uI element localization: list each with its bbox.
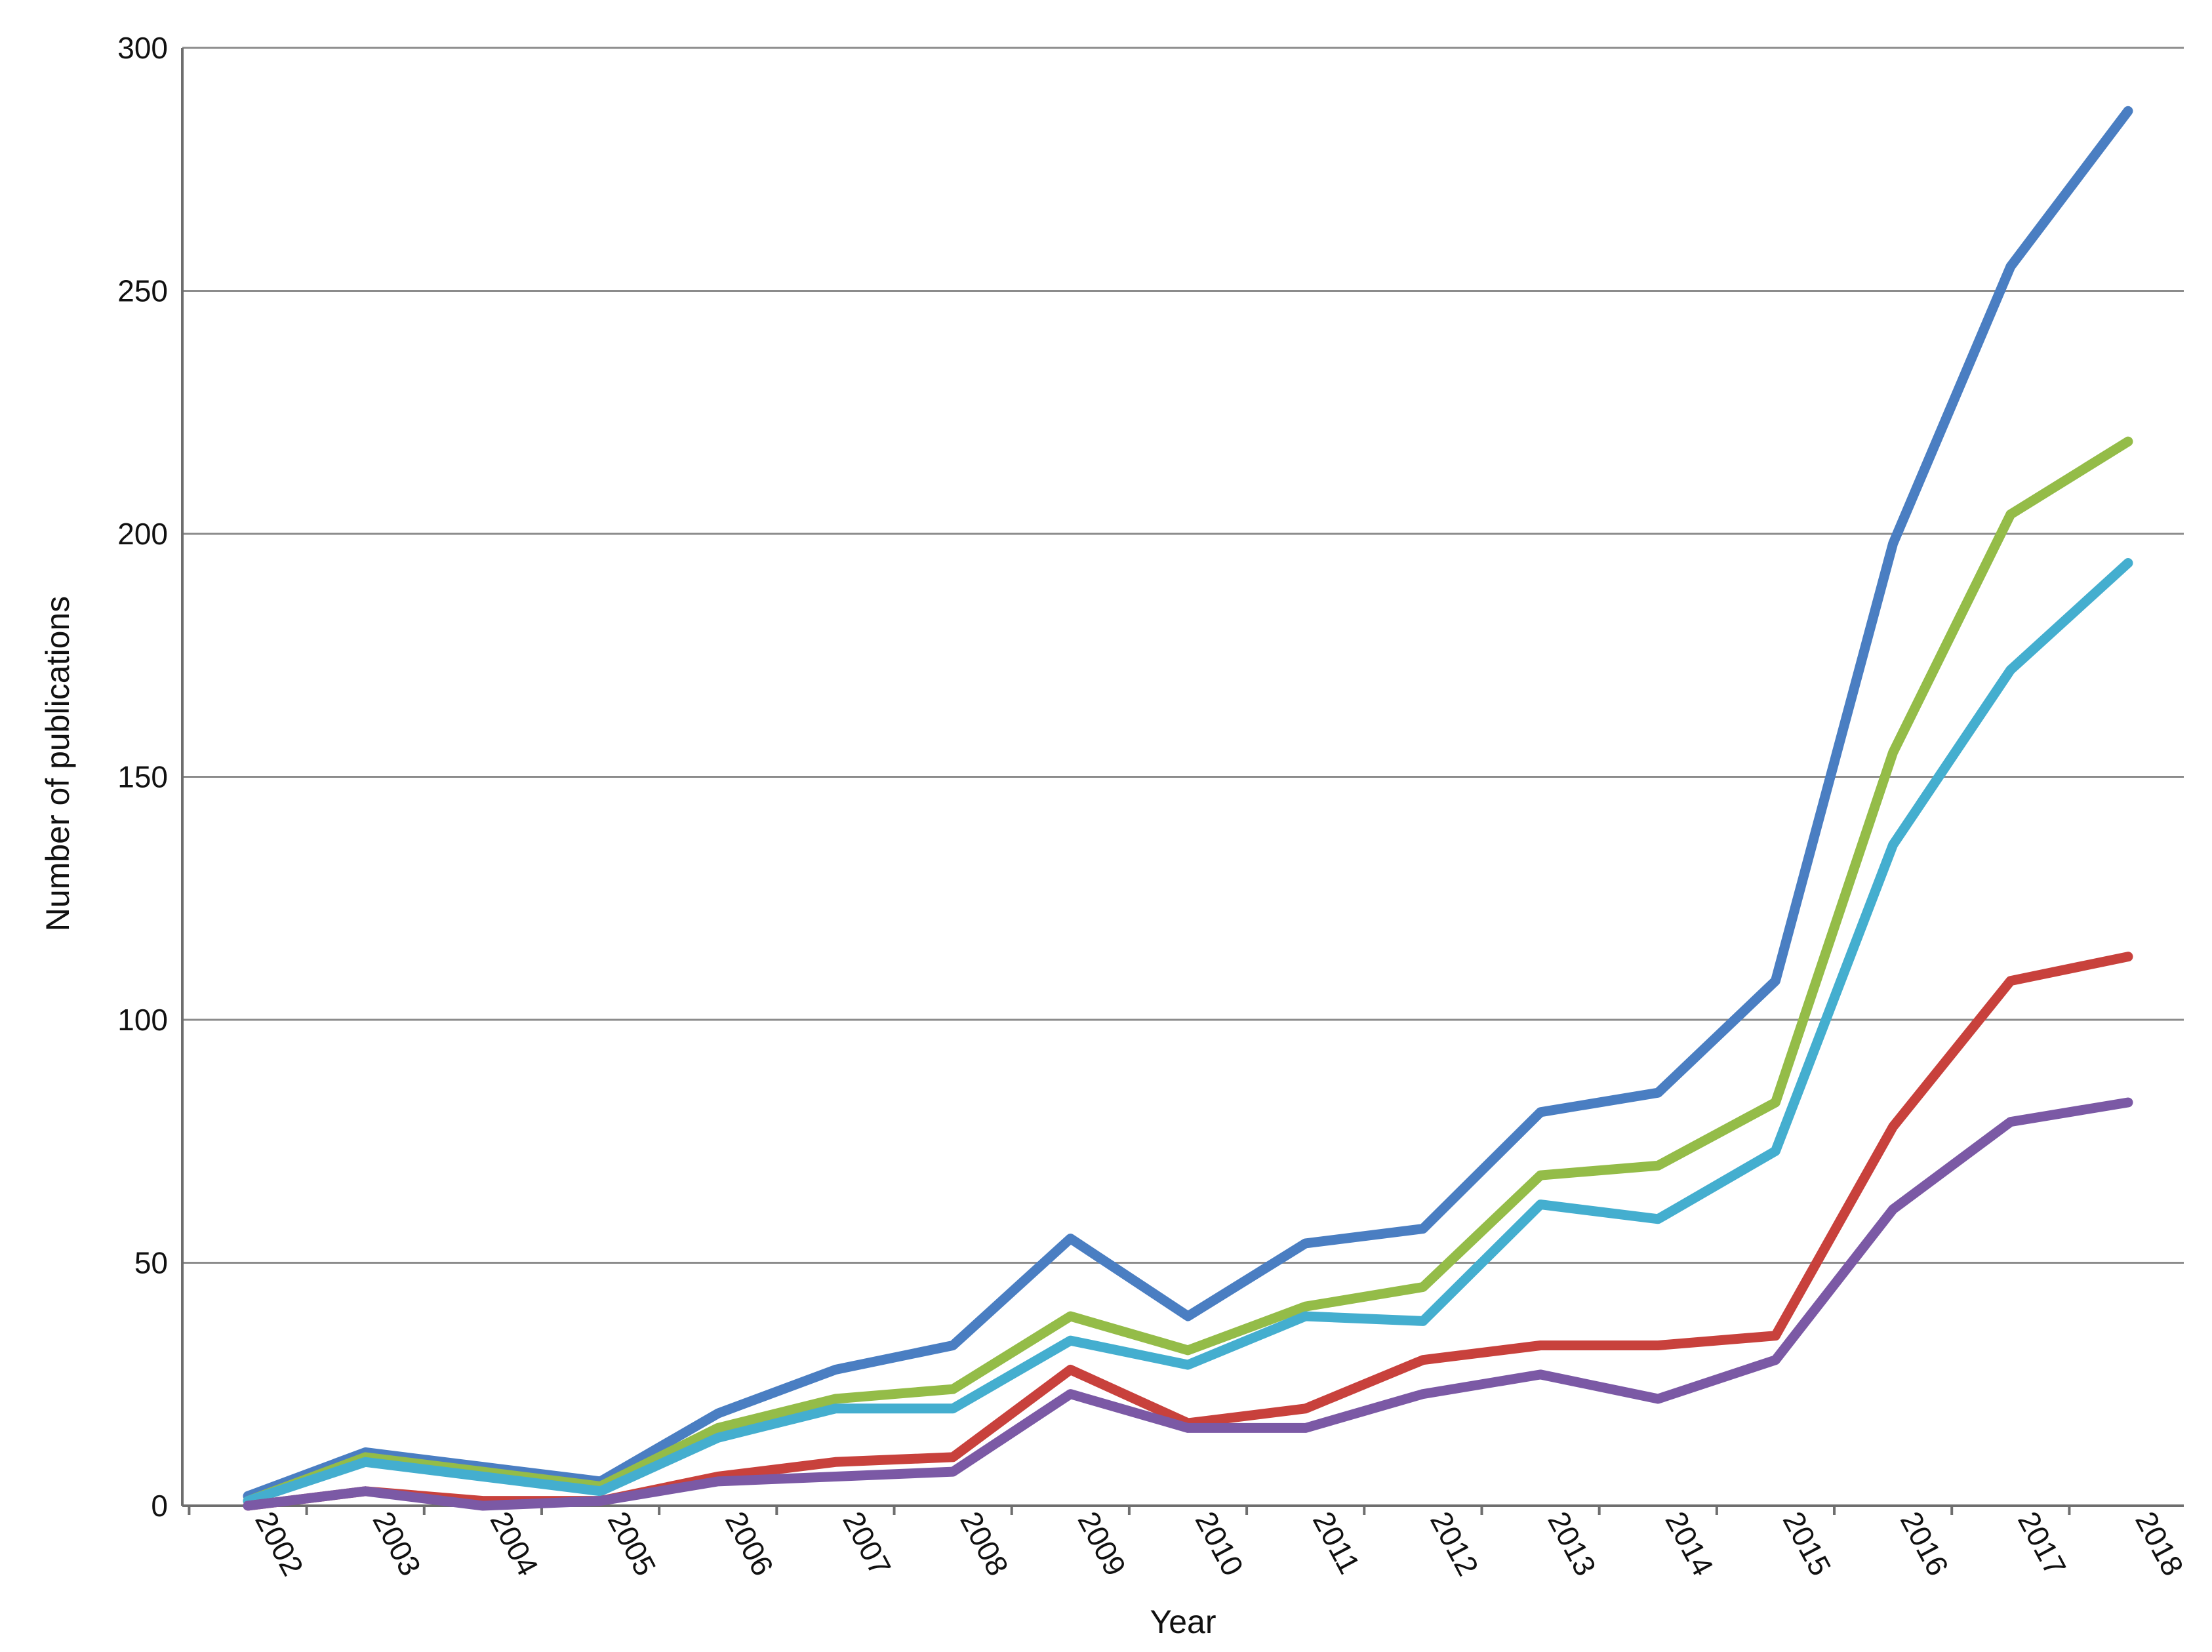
x-tick-label: 2003 <box>366 1506 428 1581</box>
gridlines <box>182 47 2184 1264</box>
y-tick-labels: 0 50 100 150 200 250 300 <box>117 31 168 1523</box>
x-tick-label: 2005 <box>601 1506 663 1581</box>
series-line-3 <box>243 558 2133 1506</box>
y-tick-label: 50 <box>134 1246 168 1280</box>
y-tick-label: 300 <box>117 31 168 65</box>
x-tick-label: 2009 <box>1071 1506 1133 1581</box>
x-tick-label: 2013 <box>1541 1506 1603 1581</box>
x-tick-label: 2016 <box>1894 1506 1956 1581</box>
series-line-5 <box>243 1097 2133 1511</box>
x-tick-label: 2014 <box>1659 1506 1720 1581</box>
x-tick-label: 2007 <box>836 1506 898 1581</box>
x-tick-label: 2011 <box>1306 1506 1367 1579</box>
y-tick-label: 100 <box>117 1003 168 1037</box>
y-tick-label: 150 <box>117 760 168 794</box>
series-line-1 <box>243 106 2133 1501</box>
x-tick-label: 2015 <box>1777 1506 1838 1581</box>
x-axis-title: Year <box>1150 1603 1216 1640</box>
x-tick-label: 2017 <box>2011 1506 2073 1581</box>
x-tick-label: 2012 <box>1424 1506 1485 1581</box>
x-tick-label: 2018 <box>2129 1506 2190 1581</box>
x-tick-label: 2008 <box>954 1506 1015 1581</box>
series-lines <box>243 106 2133 1511</box>
x-tick-label: 2006 <box>719 1506 780 1581</box>
y-tick-label: 200 <box>117 517 168 551</box>
x-tick-label: 2004 <box>484 1506 546 1581</box>
y-axis-title: Number of publications <box>39 596 76 931</box>
x-tick-label: 2010 <box>1189 1506 1251 1581</box>
y-tick-label: 250 <box>117 274 168 308</box>
x-tick-label: 2002 <box>249 1506 310 1581</box>
y-tick-label: 0 <box>151 1489 168 1523</box>
x-tick-labels: 2002 2003 2004 2005 2006 2007 2008 2009 2010 2011… <box>249 1506 2190 1581</box>
